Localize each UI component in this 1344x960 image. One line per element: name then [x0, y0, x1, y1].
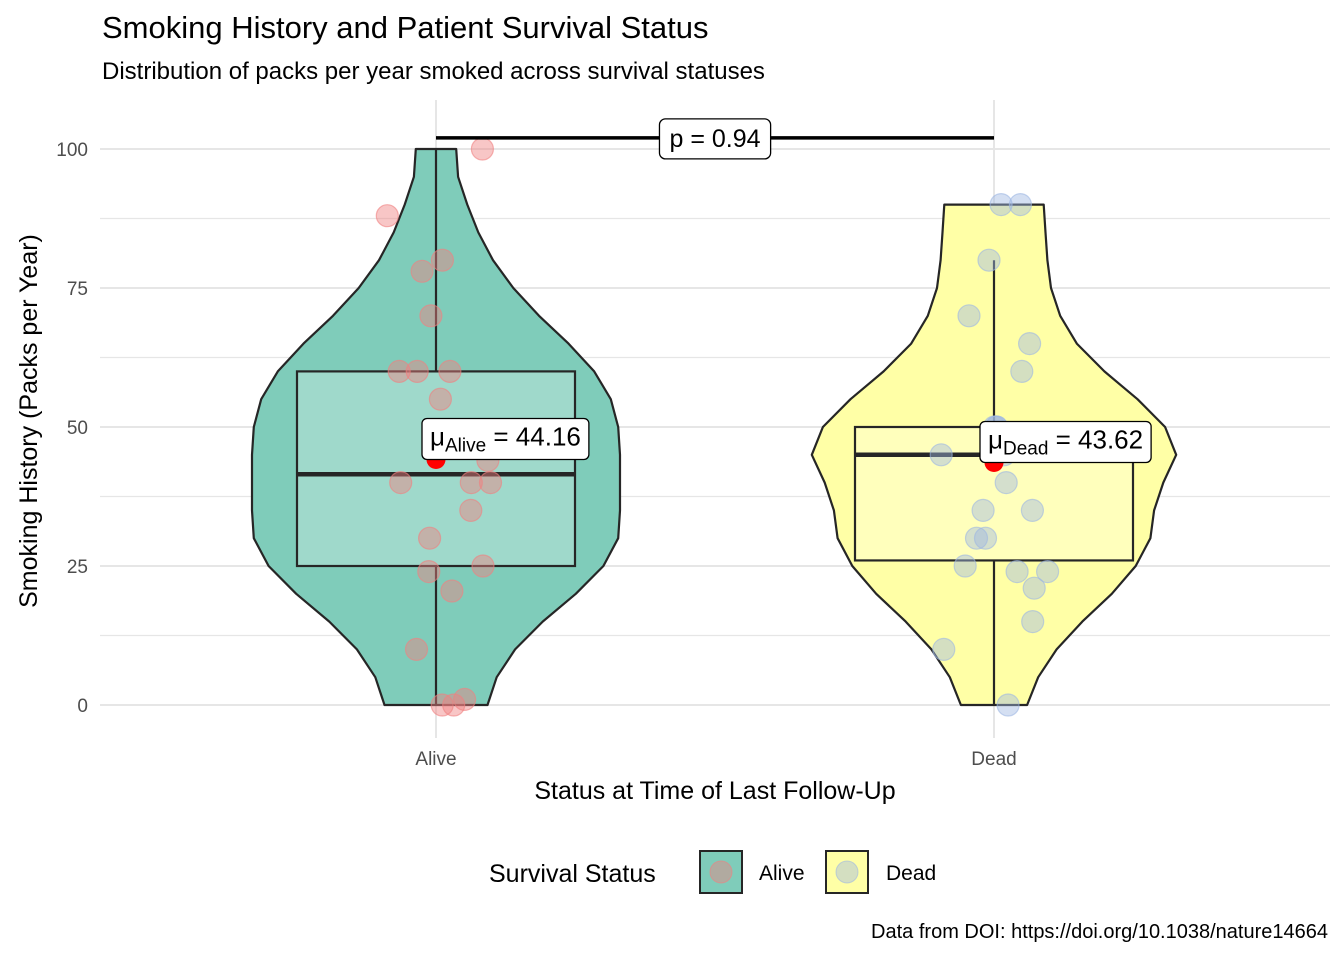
data-point-dead [964, 526, 989, 550]
mean-label-box [979, 420, 1152, 464]
data-point-alive [430, 248, 454, 272]
legend-entry-dead: Dead [825, 850, 936, 894]
legend-entry-alive: Alive [699, 850, 805, 894]
data-point-alive [459, 471, 483, 495]
data-point-alive [417, 559, 441, 584]
chart-title: Smoking History and Patient Survival Sta… [102, 10, 709, 45]
legend-point-dead [835, 860, 859, 884]
data-point-dead [929, 443, 953, 467]
legend-layer: Survival Status Alive Dead [489, 850, 936, 894]
data-point-dead [1020, 498, 1045, 522]
legend-point-alive [709, 860, 733, 884]
y-tick-label: 100 [56, 140, 88, 161]
data-point-alive [471, 554, 495, 578]
data-point-dead [1022, 576, 1046, 600]
mean-label-alive: μAlive = 44.16 [421, 417, 590, 461]
data-point-alive [405, 359, 429, 383]
data-point-alive [478, 471, 503, 495]
point-layer [375, 137, 1060, 717]
data-point-dead [1008, 193, 1033, 217]
data-point-dead [977, 248, 1001, 272]
data-point-dead [1017, 332, 1042, 356]
data-point-dead [957, 304, 981, 328]
annotation-layer: p = 0.94 [436, 118, 994, 160]
chart-subtitle: Distribution of packs per year smoked ac… [102, 58, 765, 85]
mean-layer: μAlive = 44.16 μDead = 43.62 [421, 417, 1152, 472]
legend-key-alive [699, 850, 743, 894]
y-tick-label: 0 [77, 696, 88, 717]
data-point-alive [389, 471, 413, 495]
x-tick-label-alive: Alive [415, 749, 456, 770]
data-point-dead [1005, 559, 1029, 584]
data-point-alive [418, 526, 442, 550]
y-tick-label: 25 [67, 557, 88, 578]
data-point-alive [442, 693, 466, 717]
legend-title: Survival Status [489, 860, 656, 888]
x-tick-label-dead: Dead [971, 749, 1016, 770]
p-value-box [658, 118, 772, 160]
data-point-alive [470, 137, 494, 161]
data-point-alive [387, 359, 411, 383]
mean-label-text: μAlive = 44.16 [430, 421, 581, 456]
data-point-alive [453, 687, 477, 712]
data-point-dead [989, 193, 1013, 217]
data-point-dead [932, 637, 956, 662]
legend-label-dead: Dead [886, 862, 936, 885]
x-axis-title: Status at Time of Last Follow-Up [534, 777, 895, 805]
data-point-dead [971, 498, 995, 522]
p-value-label: p = 0.94 [658, 118, 772, 160]
axis-layer: 0 25 50 75 100 Alive Dead Status at Time of Las… [15, 140, 1017, 805]
mean-label-dead: μDead = 43.62 [979, 420, 1152, 464]
data-point-dead [994, 471, 1018, 495]
data-point-alive [410, 259, 434, 283]
data-point-dead [1035, 559, 1060, 584]
y-axis-title: Smoking History (Packs per Year) [15, 234, 43, 608]
legend-label-alive: Alive [759, 862, 805, 885]
data-point-alive [419, 304, 443, 328]
data-point-dead [1010, 359, 1034, 383]
data-point-alive [440, 579, 464, 603]
data-point-alive [438, 359, 462, 383]
p-value-text: p = 0.94 [669, 125, 760, 153]
data-point-dead [1021, 609, 1045, 634]
data-point-alive [459, 498, 483, 522]
data-point-dead [996, 693, 1020, 717]
y-tick-label: 50 [67, 418, 88, 439]
data-point-alive [375, 204, 399, 228]
data-point-dead [953, 554, 977, 578]
data-point-alive [428, 387, 452, 411]
mean-label-box [421, 417, 590, 461]
legend-key-dead [825, 850, 869, 894]
mean-label-text: μDead = 43.62 [988, 424, 1143, 459]
data-point-alive [404, 637, 429, 662]
y-tick-label: 75 [67, 279, 88, 300]
data-point-dead [973, 526, 998, 550]
chart-caption: Data from DOI: https://doi.org/10.1038/n… [871, 921, 1328, 943]
